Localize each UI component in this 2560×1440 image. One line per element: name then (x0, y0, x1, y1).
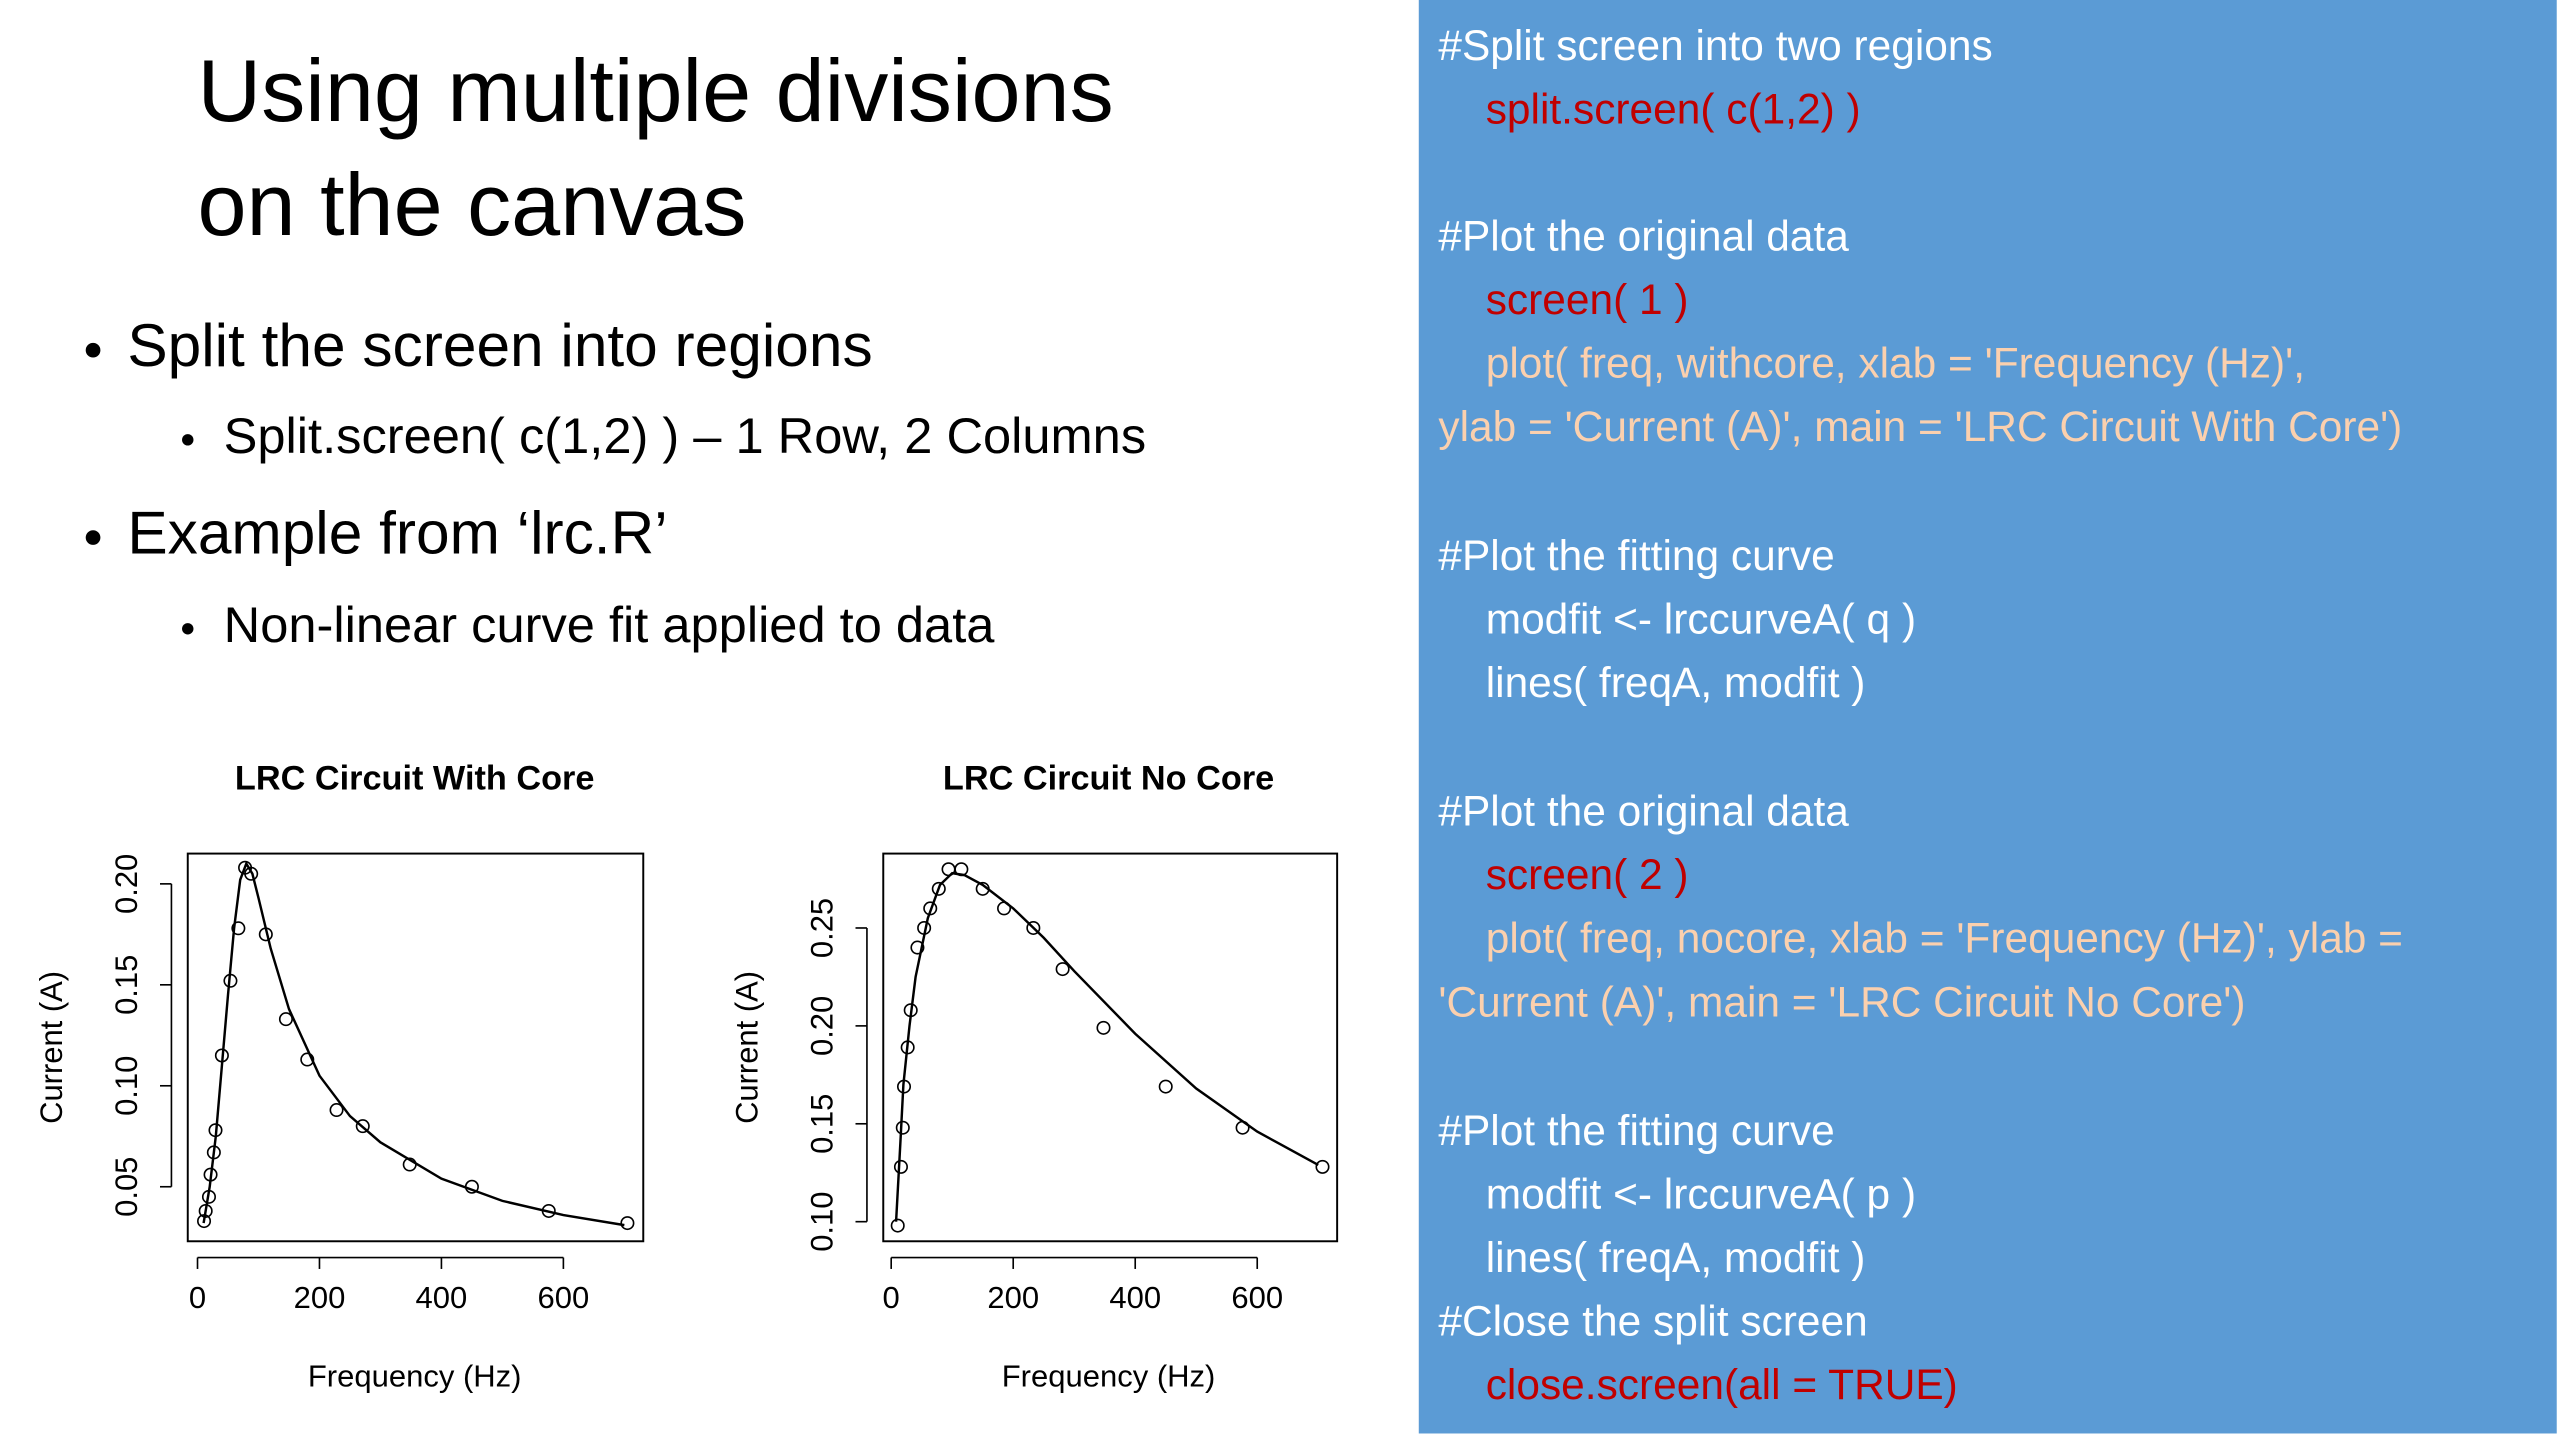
x-tick-label: 0 (189, 1280, 206, 1315)
x-tick-label: 200 (987, 1280, 1039, 1315)
data-point (1055, 962, 1070, 977)
y-tick-label: 0.15 (805, 1094, 840, 1154)
data-point (620, 1216, 635, 1231)
data-point (931, 881, 946, 896)
x-tick-label: 600 (538, 1280, 590, 1315)
code-line: close.screen(all = TRUE) (1486, 1361, 1958, 1408)
bullet-text: Split.screen( c(1,2) ) – 1 Row, 2 Column… (224, 407, 1146, 464)
bullet-text: Example from ‘lrc.R’ (127, 499, 667, 567)
x-tick-label: 600 (1231, 1280, 1283, 1315)
y-tick-label: 0.05 (109, 1157, 144, 1217)
x-axis-label: Frequency (Hz) (1002, 1358, 1216, 1393)
data-point (890, 1218, 905, 1233)
code-line: #Plot the fitting curve (1438, 1107, 1834, 1154)
chart-title: LRC Circuit No Core (943, 759, 1274, 797)
bullet-dot (85, 530, 101, 545)
fit-curve (894, 871, 1319, 1222)
y-tick-label: 0.20 (109, 854, 144, 914)
x-axis-label: Frequency (Hz) (308, 1358, 522, 1393)
code-line: modfit <- lrccurveA( p ) (1486, 1171, 1916, 1218)
code-line: #Plot the original data (1438, 788, 1849, 835)
x-tick-label: 200 (294, 1280, 346, 1315)
data-point (1315, 1159, 1330, 1174)
data-point (1026, 920, 1041, 935)
code-line: screen( 1 ) (1486, 276, 1689, 323)
y-tick-label: 0.10 (109, 1056, 144, 1116)
data-point (893, 1159, 908, 1174)
x-tick-label: 400 (1109, 1280, 1161, 1315)
code-line: #Close the split screen (1438, 1298, 1867, 1345)
plot-box (186, 852, 645, 1243)
fit-curve (202, 860, 625, 1227)
code-line: #Split screen into two regions (1438, 22, 1992, 69)
code-line: #Plot the original data (1438, 213, 1849, 260)
data-point (1096, 1020, 1111, 1035)
code-line: lines( freqA, modfit ) (1486, 1234, 1866, 1281)
bullet-dot (85, 342, 101, 358)
data-point (355, 1119, 370, 1134)
data-point (910, 940, 925, 955)
data-point (895, 1120, 910, 1135)
bullet-dot (182, 434, 194, 446)
x-tick-label: 400 (416, 1280, 468, 1315)
code-line: screen( 2 ) (1486, 851, 1689, 898)
slide-title: Using multiple divisions (198, 41, 1114, 140)
code-line: ylab = 'Current (A)', main = 'LRC Circui… (1438, 403, 2402, 450)
code-line: modfit <- lrccurveA( q ) (1486, 595, 1916, 642)
code-line: lines( freqA, modfit ) (1486, 659, 1866, 706)
plot-box (882, 852, 1339, 1243)
y-axis-label: Current (A) (730, 971, 765, 1124)
code-line: 'Current (A)', main = 'LRC Circuit No Co… (1438, 978, 2245, 1025)
data-point (244, 866, 259, 881)
code-line: plot( freq, nocore, xlab = 'Frequency (H… (1486, 915, 2403, 962)
data-point (278, 1012, 293, 1027)
y-tick-label: 0.10 (805, 1192, 840, 1252)
code-panel (1418, 0, 2557, 1434)
data-point (231, 921, 246, 936)
bullet-dot (182, 623, 194, 635)
y-tick-label: 0.15 (109, 955, 144, 1015)
code-line: #Plot the fitting curve (1438, 532, 1834, 579)
bullet-text: Non-linear curve fit applied to data (224, 596, 996, 653)
slide-title: on the canvas (198, 155, 747, 254)
y-tick-label: 0.25 (805, 898, 840, 958)
code-line: split.screen( c(1,2) ) (1486, 86, 1861, 133)
data-point (329, 1103, 344, 1118)
data-point (1158, 1079, 1173, 1094)
chart-title: LRC Circuit With Core (235, 759, 595, 797)
code-line: plot( freq, withcore, xlab = 'Frequency … (1486, 340, 2305, 387)
data-point (300, 1052, 315, 1067)
bullet-text: Split the screen into regions (127, 311, 872, 379)
y-axis-label: Current (A) (34, 971, 69, 1124)
x-tick-label: 0 (883, 1280, 900, 1315)
y-tick-label: 0.20 (805, 996, 840, 1056)
